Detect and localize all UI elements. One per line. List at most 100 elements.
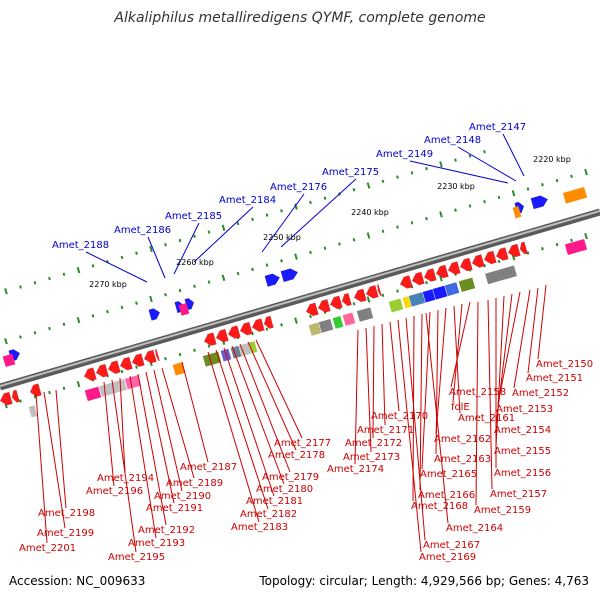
tick-mark xyxy=(555,242,559,247)
tick-mark xyxy=(338,242,341,246)
tick-mark xyxy=(221,224,226,231)
gene-label-amet-2185: Amet_2185 xyxy=(165,211,222,222)
leader-line xyxy=(409,160,509,184)
tick-mark xyxy=(251,267,254,272)
leader-line xyxy=(365,327,372,453)
tick-mark xyxy=(120,305,124,310)
tick-mark xyxy=(207,280,211,284)
tick-mark xyxy=(164,243,167,247)
tick-mark xyxy=(410,221,414,225)
reverse-gene-arrow xyxy=(305,302,319,317)
feature-block xyxy=(408,292,426,307)
tick-mark xyxy=(511,254,516,261)
gene-features xyxy=(0,186,588,418)
gene-label-amet-2170: Amet_2170 xyxy=(371,411,428,422)
leader-line xyxy=(103,381,115,487)
tick-mark xyxy=(425,166,428,171)
gene-label-amet-2174: Amet_2174 xyxy=(327,464,384,475)
reverse-gene-arrow xyxy=(353,288,367,303)
reverse-gene-arrow xyxy=(11,389,20,403)
feature-block xyxy=(564,238,588,256)
feature-block xyxy=(202,351,222,367)
gene-label-fole: folE xyxy=(451,402,470,413)
gene-label-amet-2198: Amet_2198 xyxy=(38,508,95,519)
tick-mark xyxy=(76,316,81,324)
gene-label-amet-2199: Amet_2199 xyxy=(37,528,94,539)
leader-line xyxy=(231,345,285,485)
gene-label-amet-2171: Amet_2171 xyxy=(357,425,414,436)
reverse-gene-arrow xyxy=(447,261,461,275)
gene-label-amet-2154: Amet_2154 xyxy=(494,425,551,436)
tick-mark xyxy=(149,245,153,253)
reverse-gene-arrow xyxy=(143,349,157,364)
leader-line xyxy=(457,146,517,182)
tick-mark xyxy=(323,246,327,250)
tick-mark xyxy=(193,284,196,288)
tick-mark xyxy=(396,225,399,229)
leader-line xyxy=(85,251,148,283)
gene-label-amet-2196: Amet_2196 xyxy=(86,486,143,497)
feature-block xyxy=(318,318,334,333)
gene-labels: Amet_2147 Amet_2148 Amet_2149 Amet_2175 Amet… xyxy=(19,122,593,563)
tick-mark xyxy=(425,216,428,221)
feature-block xyxy=(172,362,186,376)
tick-mark xyxy=(33,281,37,285)
tick-mark xyxy=(410,171,414,175)
tick-mark xyxy=(352,302,356,306)
reverse-gene-arrow xyxy=(341,292,352,307)
reverse-gene-arrow xyxy=(203,332,217,346)
reverse-gene-arrow xyxy=(239,321,253,336)
gene-label-amet-2186: Amet_2186 xyxy=(114,225,171,236)
gene-label-amet-2177: Amet_2177 xyxy=(274,438,331,449)
reverse-gene-arrow xyxy=(411,271,425,286)
tick-mark xyxy=(526,251,530,255)
tick-mark xyxy=(120,255,124,260)
gene-label-amet-2148: Amet_2148 xyxy=(424,135,481,146)
tick-mark xyxy=(251,217,254,222)
leader-line xyxy=(280,178,357,248)
reverse-gene-arrow xyxy=(155,348,160,362)
leader-line xyxy=(372,325,375,439)
gene-label-amet-2180: Amet_2180 xyxy=(256,484,313,495)
reverse-gene-arrow xyxy=(471,254,485,268)
leader-line xyxy=(55,389,67,509)
feature-block xyxy=(28,405,38,418)
gene-label-amet-2156: Amet_2156 xyxy=(494,468,551,479)
feature-block xyxy=(124,374,142,390)
gene-label-amet-2189: Amet_2189 xyxy=(166,478,223,489)
gene-label-amet-2163: Amet_2163 xyxy=(434,454,491,465)
feature-block xyxy=(562,186,588,204)
leader-line xyxy=(43,391,66,529)
tick-mark xyxy=(33,331,37,335)
feature-block xyxy=(356,307,374,322)
reverse-gene-arrow xyxy=(83,367,97,381)
leader-line xyxy=(495,295,505,447)
leader-line xyxy=(147,236,166,279)
tick-mark xyxy=(468,154,472,158)
ruler-label-2220: 2220 kbp xyxy=(533,155,571,164)
tick-mark xyxy=(280,323,283,327)
tick-mark xyxy=(526,187,530,191)
feature-block xyxy=(248,341,258,354)
leader-line xyxy=(425,312,449,524)
leader-line xyxy=(223,347,275,497)
backbone xyxy=(0,208,600,391)
tick-mark xyxy=(76,266,81,274)
gene-label-amet-2173: Amet_2173 xyxy=(343,452,400,463)
tick-mark xyxy=(19,399,22,403)
map-title: Alkaliphilus metalliredigens QYMF, compl… xyxy=(114,10,486,26)
tick-mark xyxy=(570,238,573,243)
tick-mark xyxy=(19,335,22,339)
tick-mark xyxy=(62,322,66,327)
gene-label-amet-2182: Amet_2182 xyxy=(240,509,297,520)
tick-mark xyxy=(584,232,588,240)
feature-block xyxy=(432,285,448,300)
gene-label-amet-2188: Amet_2188 xyxy=(52,240,109,251)
tick-mark xyxy=(164,293,167,297)
gene-label-amet-2151: Amet_2151 xyxy=(526,373,583,384)
forward-gene-arrow xyxy=(530,195,549,210)
gene-label-amet-2191: Amet_2191 xyxy=(146,503,203,514)
leader-line xyxy=(527,287,539,374)
ruler-labels: 2220 kbp 2230 kbp 2240 kbp 2250 kbp 2260… xyxy=(89,155,571,289)
